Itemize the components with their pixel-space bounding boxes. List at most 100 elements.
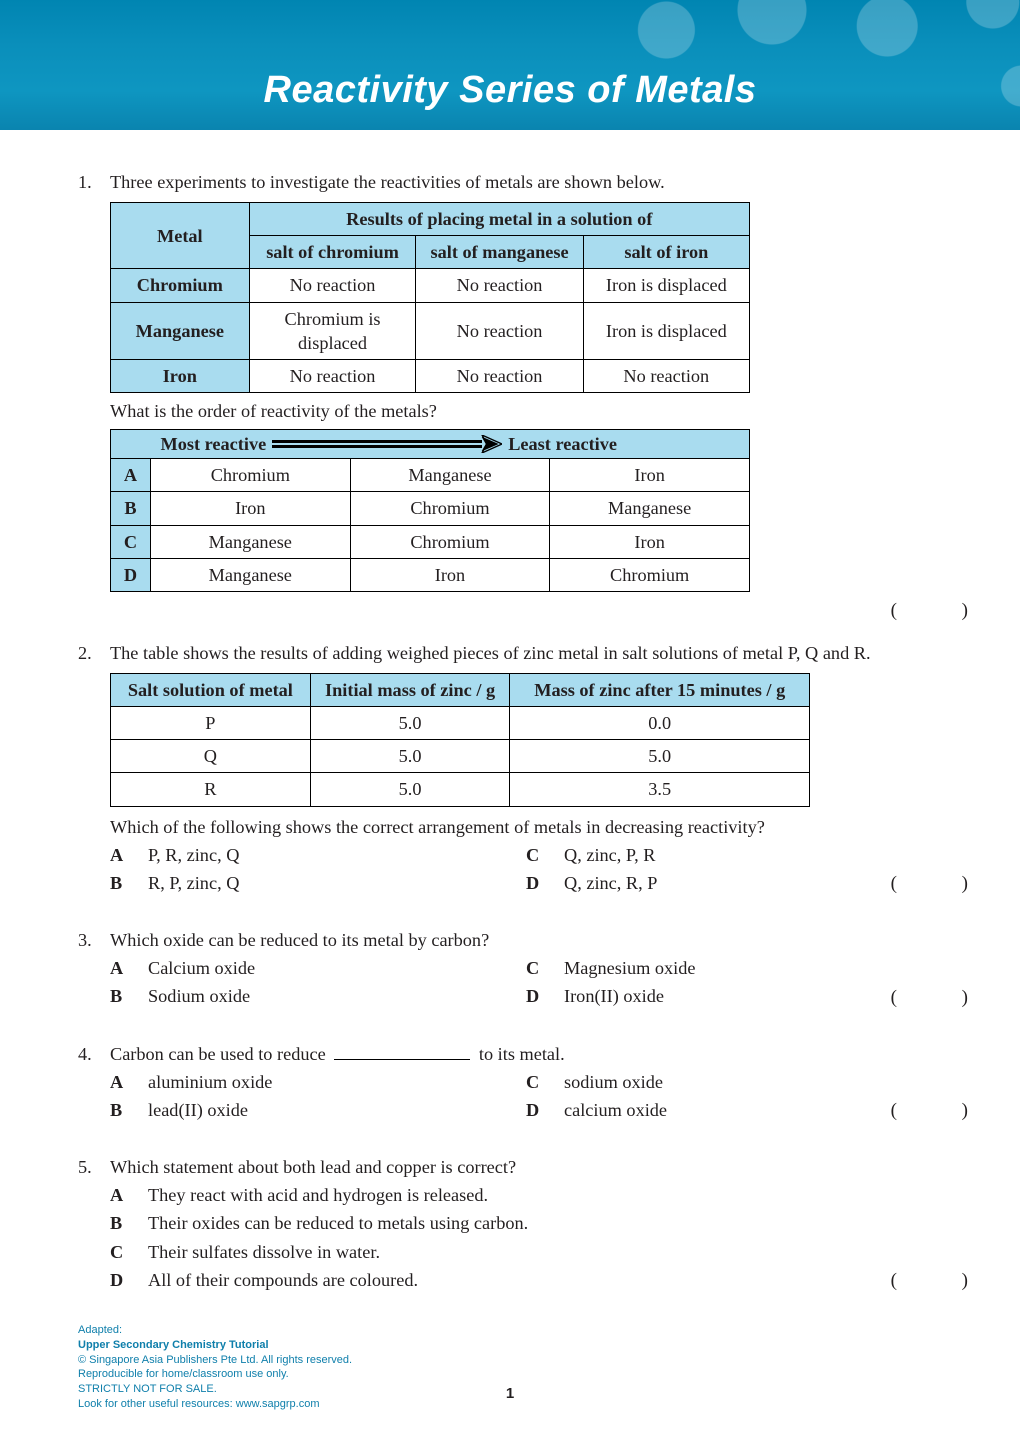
table-row: Iron No reaction No reaction No reaction (111, 359, 750, 392)
question-prompt: Carbon can be used to reduce to its meta… (110, 1042, 942, 1066)
option-label: D (111, 558, 151, 591)
option-label: D (526, 871, 548, 895)
footer: Adapted: Upper Secondary Chemistry Tutor… (78, 1323, 352, 1412)
option-label: C (526, 956, 548, 980)
table-cell: 3.5 (510, 773, 810, 806)
option-text: Their oxides can be reduced to metals us… (148, 1211, 528, 1235)
table-cell: No reaction (249, 269, 416, 302)
table-cell: 5.0 (310, 707, 510, 740)
footer-line: Look for other useful resources: www.sap… (78, 1397, 352, 1412)
option-c: Csodium oxide (526, 1070, 942, 1094)
page: Reactivity Series of Metals 1. Three exp… (0, 0, 1020, 1442)
option-text: calcium oxide (564, 1098, 667, 1122)
option-label: C (526, 1070, 548, 1094)
option-label: B (110, 871, 132, 895)
table-cell: No reaction (416, 359, 583, 392)
answer-blank[interactable]: ( ) (891, 598, 998, 623)
answer-blank[interactable]: ( ) (891, 1268, 998, 1293)
option-text: sodium oxide (564, 1070, 663, 1094)
table-cell: Chromium (150, 459, 350, 492)
question-number: 3. (78, 928, 110, 1024)
q3-options: ACalcium oxide C Magnesium oxide B Sodium … (110, 956, 942, 1008)
table-cell: Iron is displaced (583, 269, 749, 302)
option-label: B (110, 984, 132, 1008)
title-banner: Reactivity Series of Metals (0, 0, 1020, 130)
table-cell: Chromium is displaced (249, 302, 416, 359)
option-b: Blead(II) oxide (110, 1098, 526, 1122)
table-header: Initial mass of zinc / g (310, 674, 510, 707)
question-prompt: Three experiments to investigate the rea… (110, 170, 942, 194)
table-cell: Q (111, 740, 311, 773)
table-corner: Metal (111, 203, 250, 269)
arrow-label-left: Most reactive (160, 432, 266, 456)
q4-options: Aaluminium oxide Csodium oxide Blead(II)… (110, 1070, 942, 1122)
option-a: AThey react with acid and hydrogen is re… (110, 1183, 942, 1207)
option-d: DIron(II) oxide (526, 984, 942, 1008)
option-row: C Manganese Chromium Iron (111, 525, 750, 558)
question-number: 1. (78, 170, 110, 623)
option-text: All of their compounds are coloured. (148, 1268, 418, 1292)
table-cell: Chromium (350, 492, 550, 525)
table-row: Q 5.0 5.0 (111, 740, 810, 773)
question-subprompt: Which of the following shows the correct… (110, 815, 942, 839)
table-cell: Manganese (150, 558, 350, 591)
table-superheader: Results of placing metal in a solution o… (249, 203, 749, 236)
option-label: D (526, 984, 548, 1008)
option-label: C (111, 525, 151, 558)
table-cell: No reaction (416, 302, 583, 359)
option-label: A (111, 459, 151, 492)
option-text: Q, zinc, P, R (564, 843, 655, 867)
table-cell: 5.0 (510, 740, 810, 773)
question-subprompt: What is the order of reactivity of the m… (110, 399, 942, 423)
option-label: B (110, 1211, 132, 1235)
table-cell: Iron (150, 492, 350, 525)
option-a: A P, R, zinc, Q (110, 843, 526, 867)
table-header: salt of manganese (416, 236, 583, 269)
option-d: Dcalcium oxide (526, 1098, 942, 1122)
option-text: P, R, zinc, Q (148, 843, 239, 867)
table-cell: Manganese (150, 525, 350, 558)
row-label: Manganese (111, 302, 250, 359)
table-cell: Iron (550, 525, 750, 558)
reactivity-arrow-icon (272, 435, 502, 453)
option-row: B Iron Chromium Manganese (111, 492, 750, 525)
question-4: 4. Carbon can be used to reduce to its m… (78, 1042, 942, 1138)
table-header: salt of iron (583, 236, 749, 269)
table-corner-empty (111, 430, 151, 459)
option-text: Sodium oxide (148, 984, 250, 1008)
option-a: ACalcium oxide (110, 956, 526, 980)
option-label: A (110, 956, 132, 980)
option-label: D (526, 1098, 548, 1122)
question-prompt: The table shows the results of adding we… (110, 641, 942, 665)
footer-line: © Singapore Asia Publishers Pte Ltd. All… (78, 1353, 352, 1368)
option-label: A (110, 843, 132, 867)
question-5: 5. Which statement about both lead and c… (78, 1155, 942, 1293)
table-cell: R (111, 773, 311, 806)
option-label: C (110, 1240, 132, 1264)
table-cell: Manganese (550, 492, 750, 525)
table-cell: 5.0 (310, 773, 510, 806)
prompt-before: Carbon can be used to reduce (110, 1044, 330, 1064)
option-label: B (110, 1098, 132, 1122)
option-text: lead(II) oxide (148, 1098, 248, 1122)
option-b: B Sodium oxide (110, 984, 526, 1008)
table-cell: Chromium (350, 525, 550, 558)
option-text: Their sulfates dissolve in water. (148, 1240, 380, 1264)
option-text: Magnesium oxide (564, 956, 696, 980)
q1-table-experiments: Metal Results of placing metal in a solu… (110, 202, 750, 393)
question-1: 1. Three experiments to investigate the … (78, 170, 942, 623)
option-text: aluminium oxide (148, 1070, 272, 1094)
prompt-after: to its metal. (474, 1044, 564, 1064)
table-cell: 5.0 (310, 740, 510, 773)
table-row: Manganese Chromium is displaced No react… (111, 302, 750, 359)
row-label: Iron (111, 359, 250, 392)
table-header: salt of chromium (249, 236, 416, 269)
table-row: R 5.0 3.5 (111, 773, 810, 806)
q2-table: Salt solution of metal Initial mass of z… (110, 673, 810, 807)
option-row: D Manganese Iron Chromium (111, 558, 750, 591)
table-cell: No reaction (416, 269, 583, 302)
table-cell: Manganese (350, 459, 550, 492)
option-label: A (110, 1070, 132, 1094)
question-number: 5. (78, 1155, 110, 1293)
fill-in-blank[interactable] (334, 1059, 470, 1060)
